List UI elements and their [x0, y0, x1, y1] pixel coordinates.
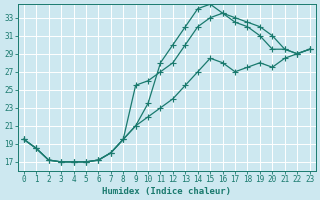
X-axis label: Humidex (Indice chaleur): Humidex (Indice chaleur) — [102, 187, 231, 196]
